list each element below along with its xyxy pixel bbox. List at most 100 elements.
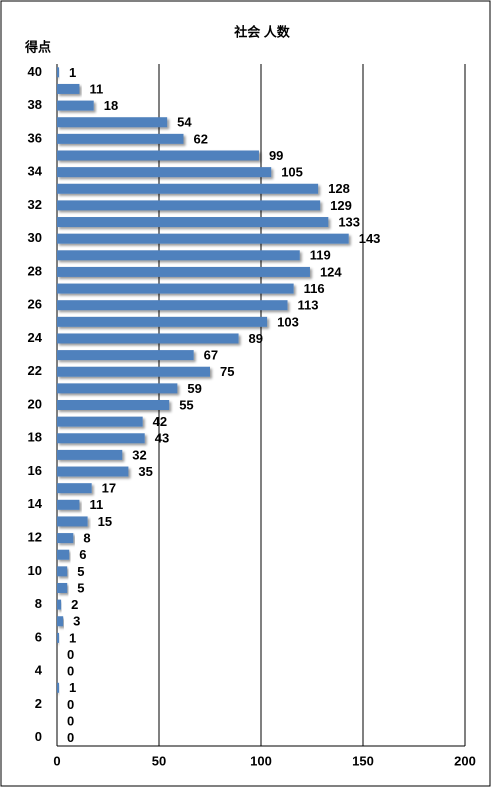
y-tick-label: 14 [28, 496, 43, 511]
y-tick-label: 30 [28, 230, 42, 245]
bar [57, 566, 68, 577]
bar [57, 283, 294, 294]
y-tick-label: 16 [28, 463, 42, 478]
y-tick-label: 8 [35, 596, 42, 611]
y-tick-label: 34 [28, 164, 43, 179]
bar [57, 217, 329, 228]
bar [57, 133, 184, 144]
bar [57, 632, 60, 643]
bar [57, 333, 239, 344]
data-label: 0 [67, 730, 74, 745]
data-label: 128 [328, 181, 350, 196]
data-label: 116 [304, 281, 325, 296]
data-label: 8 [83, 531, 90, 546]
y-tick-label: 26 [28, 297, 42, 312]
data-label: 11 [89, 497, 103, 512]
data-label: 2 [71, 597, 78, 612]
bar [57, 233, 349, 244]
x-tick-label: 50 [152, 753, 166, 768]
y-tick-label: 10 [28, 563, 42, 578]
y-tick-label: 22 [28, 363, 42, 378]
data-label: 43 [155, 431, 169, 446]
bar [57, 117, 168, 128]
bar [57, 200, 321, 211]
bar [57, 183, 319, 194]
bar [57, 350, 194, 361]
y-tick-label: 2 [35, 696, 42, 711]
x-tick-label: 100 [250, 753, 272, 768]
data-label: 15 [98, 514, 112, 529]
bar [57, 499, 80, 510]
y-axis-label: 得点 [24, 39, 51, 54]
data-label: 75 [220, 364, 234, 379]
bar [57, 300, 288, 311]
data-label: 119 [310, 248, 331, 263]
x-tick-label: 200 [454, 753, 476, 768]
bar [57, 516, 88, 527]
data-label: 54 [177, 115, 192, 130]
data-label: 18 [104, 98, 118, 113]
data-label: 67 [204, 348, 218, 363]
bar [57, 383, 178, 394]
data-label: 3 [73, 614, 80, 629]
data-label: 62 [193, 131, 207, 146]
data-label: 105 [281, 165, 303, 180]
data-label: 99 [269, 148, 283, 163]
data-label: 124 [320, 264, 342, 279]
bar [57, 449, 123, 460]
data-label: 32 [132, 447, 146, 462]
data-label: 0 [67, 647, 74, 662]
y-tick-label: 0 [35, 729, 42, 744]
bar [57, 466, 129, 477]
chart-title: 社会 人数 [233, 24, 291, 39]
bar [57, 599, 62, 610]
data-label: 55 [179, 397, 193, 412]
bar [57, 167, 272, 178]
data-label: 103 [277, 314, 299, 329]
data-label: 133 [338, 214, 360, 229]
bar [57, 150, 259, 161]
bar [57, 67, 60, 78]
data-label: 129 [330, 198, 352, 213]
data-label: 1 [69, 65, 76, 80]
y-tick-label: 6 [35, 629, 42, 644]
bar [57, 316, 268, 327]
data-label: 113 [298, 298, 319, 313]
data-label: 11 [89, 81, 103, 96]
data-label: 0 [67, 664, 74, 679]
y-tick-label: 24 [28, 330, 43, 345]
data-label: 1 [69, 630, 76, 645]
bar [57, 416, 143, 427]
bar [57, 682, 60, 693]
bar [57, 83, 80, 94]
bar [57, 433, 145, 444]
data-label: 0 [67, 713, 74, 728]
bar [57, 582, 68, 593]
y-tick-label: 20 [28, 396, 42, 411]
y-tick-label: 38 [28, 97, 42, 112]
bar [57, 266, 310, 277]
bar [57, 533, 74, 544]
data-label: 0 [67, 697, 74, 712]
data-label: 35 [138, 464, 152, 479]
y-tick-label: 18 [28, 430, 42, 445]
bar [57, 100, 94, 111]
x-tick-label: 0 [53, 753, 60, 768]
y-tick-label: 32 [28, 197, 42, 212]
bar [57, 483, 92, 494]
x-tick-label: 150 [352, 753, 374, 768]
y-tick-label: 36 [28, 130, 42, 145]
data-label: 143 [359, 231, 381, 246]
y-tick-label: 4 [35, 663, 43, 678]
bar [57, 400, 170, 410]
data-label: 5 [77, 580, 84, 595]
data-label: 6 [79, 547, 86, 562]
bar [57, 250, 300, 261]
data-label: 17 [102, 481, 116, 496]
y-tick-label: 12 [28, 530, 42, 545]
data-label: 1 [69, 680, 76, 695]
y-tick-label: 28 [28, 263, 42, 278]
y-tick-label: 40 [28, 64, 42, 79]
bar [57, 366, 210, 377]
